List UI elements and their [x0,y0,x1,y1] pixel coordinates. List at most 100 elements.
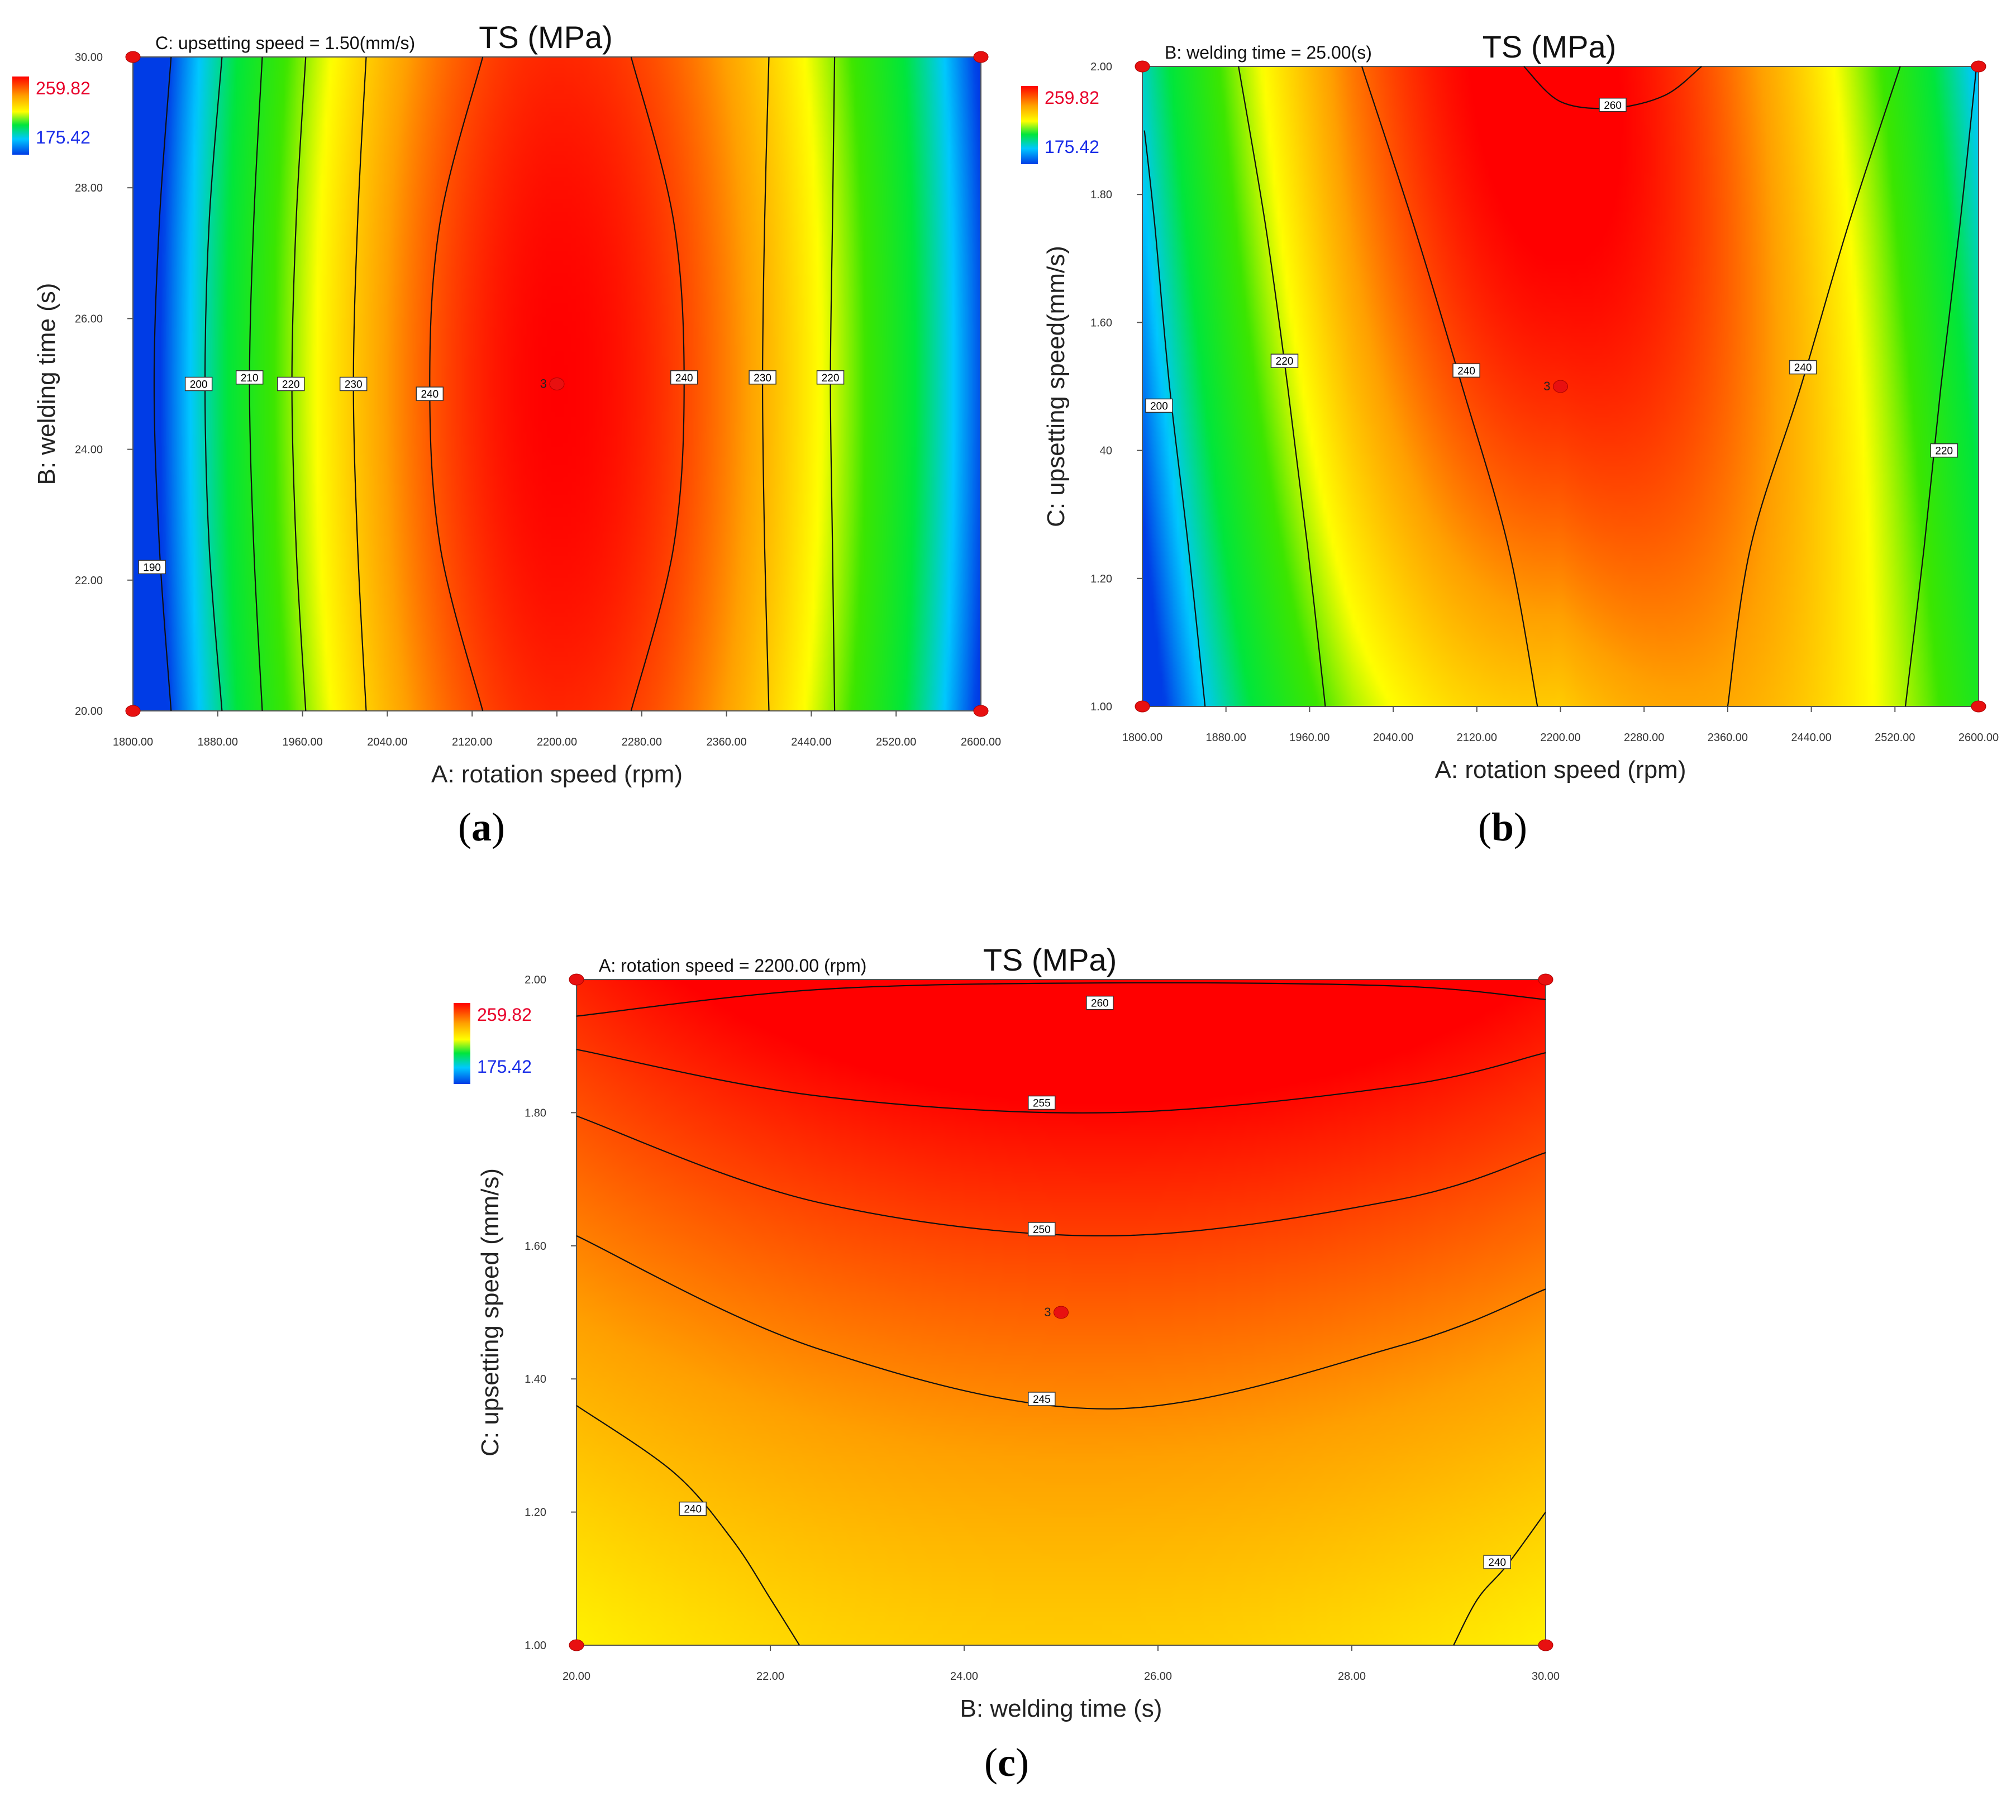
x-tick-label: 2440.00 [791,736,831,748]
chart-title: TS (MPa) [983,942,1117,977]
y-tick-label: 2.00 [525,974,546,986]
x-tick-label: 1800.00 [1122,732,1162,744]
x-tick-label: 2120.00 [1457,732,1497,744]
y-tick-label: 1.80 [525,1107,546,1119]
x-tick-label: 2440.00 [1791,732,1831,744]
x-tick-label: 2040.00 [367,736,407,748]
contour-label-box [1930,443,1958,458]
x-tick-label: 2360.00 [706,736,746,748]
panel-caption: (a) [458,805,505,849]
contour-line-240 [1727,66,1901,707]
contour-label-box [816,370,845,385]
contour-label-box [235,370,264,385]
contour-line-240 [576,1405,800,1646]
contour-label-box [1086,995,1114,1010]
contour-label-box [1789,360,1817,375]
y-tick-label: 1.60 [1090,317,1112,329]
design-point-marker [569,1639,584,1651]
contour-label: 245 [1033,1394,1051,1406]
x-tick-label: 30.00 [1532,1670,1560,1683]
contour-label: 240 [1794,362,1812,374]
contour-label: 255 [1033,1098,1051,1110]
x-tick-label: 28.00 [1338,1670,1366,1683]
contour-label: 220 [1935,446,1953,457]
colorbar-max-label: 259.82 [477,1005,532,1025]
y-tick-label: 1.00 [525,1640,546,1652]
chart-title: TS (MPa) [479,20,613,55]
contour-label: 190 [143,562,161,574]
contour-line-245 [576,1235,1546,1410]
contour-label-box [1028,1222,1056,1236]
contour-line-250 [576,1115,1546,1237]
colorbar [1021,86,1038,164]
contour-label: 200 [190,379,208,391]
y-axis-label: C: upsetting speed (mm/s) [476,1168,504,1456]
x-tick-label: 2520.00 [1875,732,1915,744]
fixed-factor-label: C: upsetting speed = 1.50(mm/s) [155,33,415,53]
design-point-marker [973,51,989,63]
x-tick-label: 24.00 [950,1670,978,1683]
y-axis-label: B: welding time (s) [33,283,60,485]
panel-caption: (b) [1478,805,1528,849]
design-point-marker [1971,60,1986,73]
colorbar-min-label: 175.42 [477,1057,532,1077]
contour-label: 240 [675,372,693,384]
x-tick-label: 1880.00 [198,736,238,748]
center-point-marker [1054,1306,1069,1319]
y-tick-label: 1.40 [525,1373,546,1386]
x-tick-label: 2040.00 [1373,732,1413,744]
y-tick-label: 40 [1100,445,1112,457]
contour-label: 210 [241,372,259,384]
contour-label: 230 [754,372,771,384]
x-tick-label: 1960.00 [282,736,322,748]
x-axis-label: A: rotation speed (rpm) [1435,756,1686,784]
contour-label-box [277,376,305,391]
colorbar [454,1003,470,1084]
panel-caption-letter: a [471,805,492,849]
panel-caption-letter: c [998,1740,1016,1785]
contour-label-box [749,370,776,385]
y-tick-label: 1.20 [1090,573,1112,585]
center-point-marker [549,378,565,390]
colorbar [12,77,29,155]
fixed-factor-label: A: rotation speed = 2200.00 (rpm) [599,956,866,976]
x-tick-label: 2280.00 [622,736,662,748]
contour-label: 250 [1033,1224,1051,1236]
contour-label-box [1452,363,1480,378]
design-point-marker [1135,700,1150,713]
contour-label-box [138,560,166,575]
contour-line-200 [1143,130,1206,707]
contour-label-box [184,376,213,391]
x-tick-label: 20.00 [563,1670,590,1683]
y-tick-label: 28.00 [75,182,103,194]
contour-label-box [1483,1555,1511,1569]
contour-line-255 [576,1049,1546,1114]
colorbar-max-label: 259.82 [1045,88,1099,108]
y-tick-label: 26.00 [75,313,103,325]
contour-label: 220 [1276,356,1294,367]
y-tick-label: 24.00 [75,444,103,456]
contour-label-box [670,370,698,385]
contour-line-240 [1361,66,1538,707]
x-tick-label: 2200.00 [1540,732,1580,744]
fixed-factor-label: B: welding time = 25.00(s) [1165,42,1372,63]
contour-label: 240 [421,389,439,400]
x-tick-label: 2360.00 [1708,732,1748,744]
x-tick-label: 2520.00 [876,736,916,748]
y-axis-label: C: upsetting speed(mm/s) [1042,246,1070,527]
design-point-marker [569,973,584,986]
contour-label: 260 [1604,100,1622,112]
y-tick-label: 1.80 [1090,189,1112,201]
contour-label-box [1599,98,1627,112]
y-tick-label: 1.20 [525,1507,546,1519]
contour-line-190 [153,56,172,711]
x-tick-label: 22.00 [756,1670,784,1683]
x-tick-label: 2600.00 [1958,732,1999,744]
center-point-replicates-label: 3 [1543,379,1550,393]
contour-label-box [679,1501,707,1516]
center-point-replicates-label: 3 [1044,1305,1051,1319]
contour-label: 240 [684,1504,702,1516]
x-tick-label: 26.00 [1144,1670,1172,1683]
center-point-marker [1553,380,1568,393]
